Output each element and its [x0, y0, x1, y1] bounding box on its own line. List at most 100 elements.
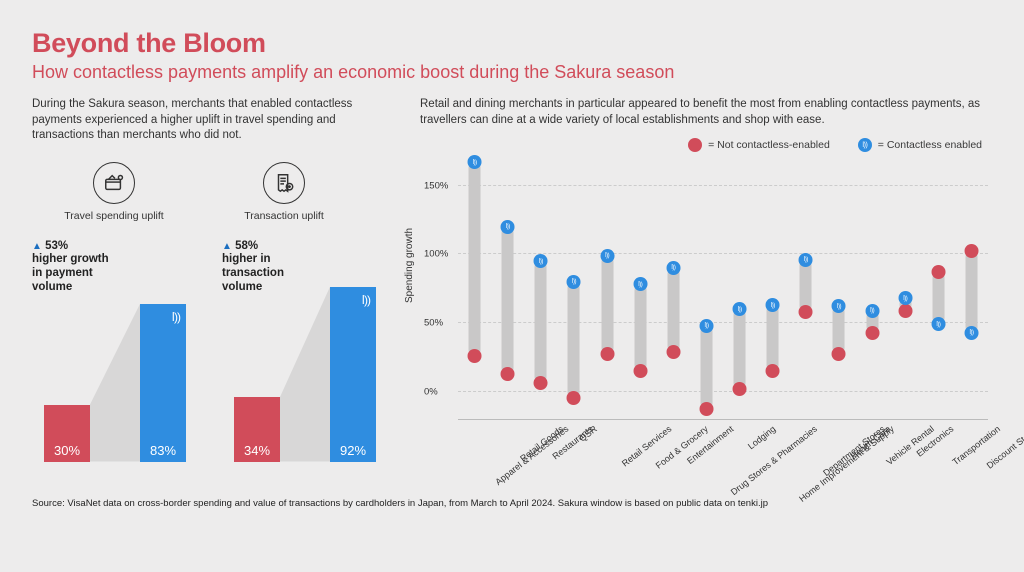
dot-not-contactless — [733, 382, 747, 396]
dumbbell-column: ⅼ))Vehicle Rental — [864, 158, 881, 419]
contactless-icon: ⅼ)) — [870, 307, 874, 314]
page-title: Beyond the Bloom — [32, 28, 992, 59]
dot-not-contactless — [567, 391, 581, 405]
contactless-icon: ⅼ)) — [771, 302, 775, 309]
dumbbell-column: ⅼ))Retail Services — [599, 158, 616, 419]
dot-contactless: ⅼ)) — [501, 220, 515, 234]
dumbbell-bar — [965, 251, 977, 332]
bar-area: 30% ⅼ))83% — [32, 272, 202, 462]
dot-not-contactless — [799, 305, 813, 319]
bar-red: 30% — [44, 405, 90, 462]
plot-area: 0%50%100%150%ⅼ))Apparel & Accessoriesⅼ))… — [458, 158, 988, 420]
legend-dot-blue-icon: ⅼ)) — [858, 138, 872, 152]
contactless-icon: ⅼ)) — [671, 264, 675, 271]
dot-contactless: ⅼ)) — [534, 254, 548, 268]
contactless-icon: ⅼ)) — [638, 281, 642, 288]
legend-dot-red-icon — [688, 138, 702, 152]
contactless-icon: ⅼ)) — [362, 293, 370, 307]
wallet-icon — [93, 162, 135, 204]
dumbbell-bar — [767, 305, 779, 371]
contactless-icon: ⅼ)) — [472, 159, 476, 166]
dot-contactless: ⅼ)) — [799, 253, 813, 267]
receipt-icon — [263, 162, 305, 204]
dot-not-contactless — [666, 345, 680, 359]
icon-label: Travel spending uplift — [64, 210, 163, 222]
icon-row: Travel spending uplift Transaction uplif… — [32, 162, 392, 222]
dot-not-contactless — [633, 364, 647, 378]
legend-label: = Contactless enabled — [878, 139, 982, 151]
dumbbell-chart: Spending growth 0%50%100%150%ⅼ))Apparel … — [420, 158, 992, 488]
dumbbell-bar — [535, 261, 547, 383]
icon-label: Transaction uplift — [244, 210, 324, 222]
dumbbell-bar — [667, 268, 679, 352]
y-axis-label: Spending growth — [404, 228, 415, 303]
dot-contactless: ⅼ)) — [832, 299, 846, 313]
icon-block-spending: Travel spending uplift — [64, 162, 164, 222]
dot-contactless: ⅼ)) — [600, 249, 614, 263]
dot-contactless: ⅼ)) — [666, 261, 680, 275]
legend-item-blue: ⅼ)) = Contactless enabled — [858, 138, 982, 152]
dot-contactless: ⅼ)) — [733, 302, 747, 316]
dumbbell-column: ⅼ))Drug Stores & Pharmacies — [698, 158, 715, 419]
page-subtitle: How contactless payments amplify an econ… — [32, 62, 992, 83]
contactless-icon: ⅼ)) — [704, 322, 708, 329]
right-panel: Retail and dining merchants in particula… — [420, 97, 992, 488]
dumbbell-column: ⅼ))Discount Stores — [963, 158, 980, 419]
bar-blue: ⅼ))83% — [140, 304, 186, 462]
bar-value: 30% — [44, 443, 90, 458]
dot-contactless: ⅼ)) — [898, 291, 912, 305]
dot-not-contactless — [600, 347, 614, 361]
dumbbell-column: ⅼ))Restaurants — [532, 158, 549, 419]
contactless-icon: ⅼ)) — [572, 278, 576, 285]
bar-value: 83% — [140, 443, 186, 458]
contactless-icon: ⅼ)) — [903, 295, 907, 302]
dot-not-contactless — [865, 326, 879, 340]
left-panel: During the Sakura season, merchants that… — [32, 97, 392, 488]
bar-value: 34% — [234, 443, 280, 458]
dot-contactless: ⅼ)) — [931, 317, 945, 331]
contactless-icon: ⅼ)) — [837, 303, 841, 310]
dumbbell-bar — [700, 326, 712, 410]
dumbbell-column: ⅼ))Food & Grocery — [632, 158, 649, 419]
legend-label: = Not contactless-enabled — [708, 139, 830, 151]
y-tick-label: 50% — [424, 317, 443, 328]
bar-value: 92% — [330, 443, 376, 458]
bar-group: ▲ 53%higher growth in payment volume30%ⅼ… — [32, 240, 202, 480]
dumbbell-bar — [469, 162, 481, 356]
dumbbell-column: ⅼ))Electronics — [897, 158, 914, 419]
source-text: Source: VisaNet data on cross-border spe… — [32, 498, 992, 509]
dumbbell-bar — [734, 309, 746, 389]
dot-not-contactless — [964, 244, 978, 258]
legend-item-red: = Not contactless-enabled — [688, 138, 830, 152]
contactless-icon: ⅼ)) — [539, 258, 543, 265]
dot-not-contactless — [766, 364, 780, 378]
legend: = Not contactless-enabled ⅼ)) = Contactl… — [420, 138, 992, 152]
contactless-icon: ⅼ)) — [804, 256, 808, 263]
y-tick-label: 100% — [424, 249, 448, 260]
dot-contactless: ⅼ)) — [567, 275, 581, 289]
dumbbell-column: ⅼ))Entertainment — [665, 158, 682, 419]
bar-area: 34% ⅼ)) 92% — [222, 272, 392, 462]
dot-not-contactless — [534, 376, 548, 390]
dumbbell-column: ⅼ))Retail Goods — [499, 158, 516, 419]
dumbbell-column: ⅼ))Transportation — [930, 158, 947, 419]
dumbbell-column: ⅼ))Home Improvement & Supply — [764, 158, 781, 419]
bar-red: 34% — [234, 397, 280, 462]
dumbbell-column: ⅼ))QSR — [565, 158, 582, 419]
contactless-icon: ⅼ)) — [936, 321, 940, 328]
dumbbell-column: ⅼ))Lodging — [731, 158, 748, 419]
dumbbell-column: ⅼ))Department Stores — [797, 158, 814, 419]
dot-contactless: ⅼ)) — [633, 277, 647, 291]
dot-not-contactless — [898, 304, 912, 318]
dot-not-contactless — [931, 265, 945, 279]
y-tick-label: 150% — [424, 180, 448, 191]
dumbbell-column: ⅼ))Apparel & Accessories — [466, 158, 483, 419]
bar-blue: ⅼ)) 92% — [330, 287, 376, 462]
dot-contactless: ⅼ)) — [964, 326, 978, 340]
dot-contactless: ⅼ)) — [766, 298, 780, 312]
dumbbell-bar — [634, 284, 646, 371]
bar-charts-row: ▲ 53%higher growth in payment volume30%ⅼ… — [32, 240, 392, 480]
dot-contactless: ⅼ)) — [865, 304, 879, 318]
content-row: During the Sakura season, merchants that… — [32, 97, 992, 488]
contactless-icon: ⅼ)) — [737, 306, 741, 313]
